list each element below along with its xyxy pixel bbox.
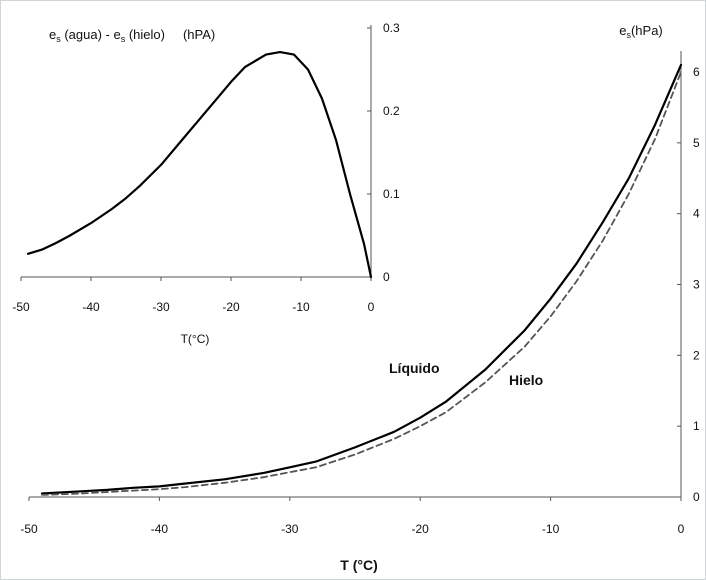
- main-x-tick-label: -20: [412, 522, 430, 536]
- annotation-liquido: Líquido: [389, 360, 440, 376]
- inset-x-tick-label: -20: [222, 300, 240, 314]
- main-x-tick-label: -30: [281, 522, 299, 536]
- inset-x-tick-label: 0: [368, 300, 375, 314]
- main-y-tick-label: 5: [693, 136, 700, 150]
- main-y-axis-title: es(hPa): [619, 23, 663, 40]
- main-y-tick-label: 3: [693, 278, 700, 292]
- inset-x-tick-label: -40: [82, 300, 100, 314]
- main-x-tick-label: -40: [151, 522, 169, 536]
- inset-x-axis-title: T(°C): [181, 332, 210, 346]
- main-x-tick-label: -10: [542, 522, 560, 536]
- annotation-hielo: Hielo: [509, 372, 543, 388]
- inset-x-tick-label: -10: [292, 300, 310, 314]
- main-y-tick-label: 1: [693, 419, 700, 433]
- main-x-axis-title: T (°C): [340, 557, 377, 573]
- inset-title: es (agua) - es (hielo) (hPA): [49, 27, 215, 44]
- main-x-tick-label: 0: [678, 522, 685, 536]
- main-x-tick-label: -50: [20, 522, 38, 536]
- main-y-tick-label: 2: [693, 348, 700, 362]
- main-y-tick-label: 0: [693, 490, 700, 504]
- main-y-tick-label: 4: [693, 207, 700, 221]
- inset-x-tick-label: -50: [12, 300, 30, 314]
- main-series-line-lquido: [40, 63, 683, 495]
- main-series-line-hielo: [41, 71, 682, 496]
- main-y-tick-label: 6: [693, 65, 700, 79]
- inset-series-line-0: [26, 50, 373, 279]
- inset-x-tick-label: -30: [152, 300, 170, 314]
- inset-y-tick-label: 0.3: [383, 21, 400, 35]
- inset-y-tick-label: 0: [383, 270, 390, 284]
- inset-y-tick-label: 0.2: [383, 104, 400, 118]
- inset-y-tick-label: 0.1: [383, 187, 400, 201]
